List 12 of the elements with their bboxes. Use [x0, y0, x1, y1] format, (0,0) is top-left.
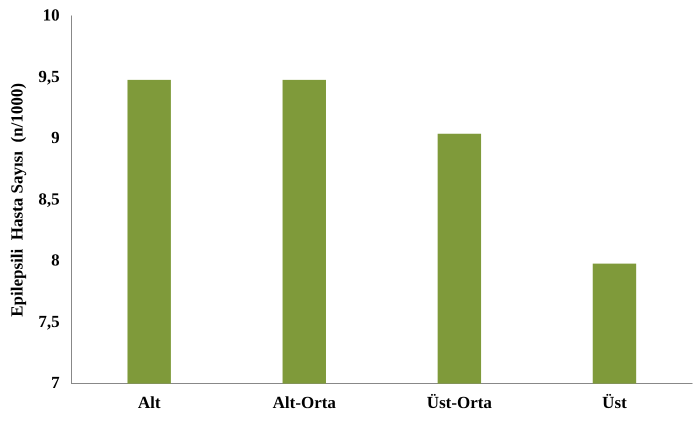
- y-tick-label: 9,5: [38, 66, 60, 86]
- y-tick-label: 7: [51, 372, 60, 392]
- y-tick-label: 7,5: [38, 312, 60, 331]
- y-tick-label: 8: [51, 250, 60, 270]
- x-tick-label: Alt: [138, 393, 161, 412]
- y-tick-label: 8,5: [38, 189, 60, 208]
- x-tick-label: Üst-Orta: [426, 393, 492, 412]
- x-tick-label: Üst: [602, 393, 628, 412]
- y-axis-title: Epilepsili Hasta Sayısı (n/1000): [8, 83, 27, 317]
- y-tick-label: 10: [42, 6, 60, 25]
- y-tick-label: 9: [51, 128, 60, 148]
- x-tick-label: Alt-Orta: [272, 393, 336, 412]
